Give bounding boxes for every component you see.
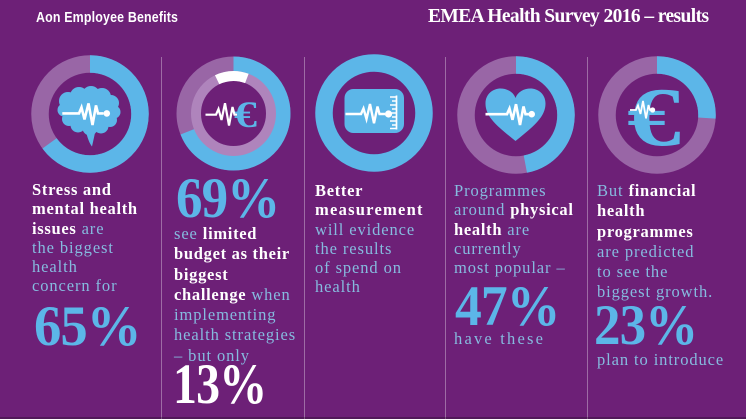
svg-text:€: € (234, 95, 258, 136)
svg-text:€: € (627, 71, 681, 164)
